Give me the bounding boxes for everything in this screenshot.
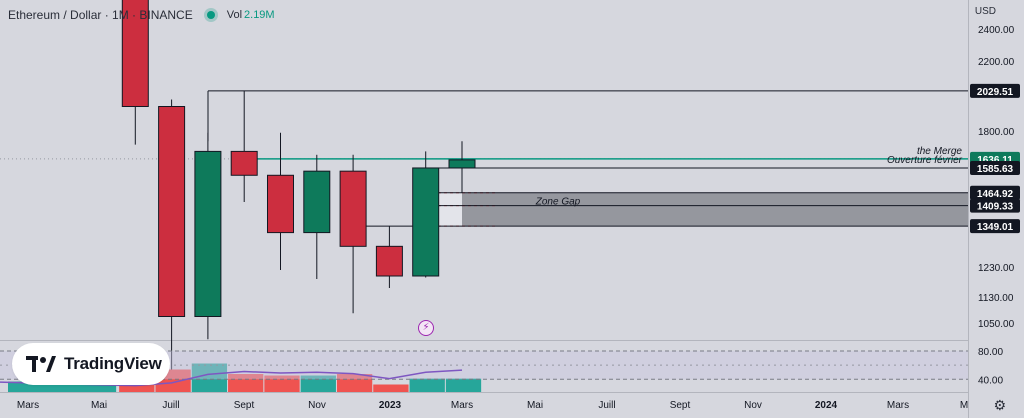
lightning-event-icon[interactable]: ⚡ <box>418 320 434 336</box>
time-tick-label: Nov <box>744 400 762 411</box>
zone-gap-rect <box>426 192 968 227</box>
time-tick-label: Nov <box>308 400 326 411</box>
time-tick-label: 2024 <box>815 400 838 411</box>
market-status-icon <box>206 11 215 19</box>
candle-body <box>339 170 367 247</box>
candle-body <box>303 170 331 234</box>
price-tick-label: 2200.00 <box>978 57 1015 68</box>
price-level-badge: 1585.63 <box>970 160 1020 175</box>
volume-bar <box>8 381 117 392</box>
candle-body <box>121 0 149 108</box>
chart-header: Ethereum / Dollar · 1M · BINANCE Vol 2.1… <box>8 6 275 24</box>
rsi-tick-label: 40.00 <box>978 375 1003 386</box>
volume-value: 2.19M <box>244 9 275 21</box>
tradingview-logo-icon <box>26 356 56 372</box>
price-level-badge-bg <box>970 185 1020 200</box>
rsi-tick-label: 80.00 <box>978 347 1003 358</box>
price-tick-label: 1800.00 <box>978 127 1015 138</box>
time-tick-label: Mai <box>91 400 107 411</box>
price-level-badge: 1464.92 <box>970 185 1020 200</box>
time-tick-label: Sept <box>670 400 691 411</box>
time-tick-label: Mai <box>527 400 543 411</box>
tradingview-logo-text: TradingView <box>64 354 162 373</box>
candle <box>339 154 367 314</box>
gear-icon[interactable]: ⚙ <box>993 397 1006 413</box>
price-tick-label: 1230.00 <box>978 263 1015 274</box>
time-tick-label: Juill <box>598 400 615 411</box>
price-level-badge-bg <box>970 83 1020 98</box>
time-tick-label: Mars <box>451 400 473 411</box>
volume-bar <box>409 378 445 392</box>
candle <box>230 90 258 202</box>
candle <box>158 99 186 379</box>
time-tick-label: Juill <box>162 400 179 411</box>
candle <box>194 132 222 340</box>
price-level-badge-label: 2029.51 <box>977 87 1014 98</box>
time-tick-label: 2023 <box>379 400 402 411</box>
candle-body <box>448 159 476 169</box>
candle-body <box>267 174 294 234</box>
candle-body <box>412 167 440 277</box>
price-level-badge: 1409.33 <box>970 198 1020 213</box>
candle-body <box>158 106 186 317</box>
price-level-annotation: the Merge <box>917 146 962 157</box>
time-tick-label: Mars <box>887 400 909 411</box>
tradingview-logo: TradingView <box>12 343 170 385</box>
candle <box>412 151 440 278</box>
price-tick-label: 1050.00 <box>978 319 1015 330</box>
price-level-badge-label: 1464.92 <box>977 189 1014 200</box>
volume-bar <box>336 374 373 392</box>
rsi-line <box>0 369 463 387</box>
symbol-title[interactable]: Ethereum / Dollar · 1M · BINANCE <box>8 8 193 22</box>
candle <box>448 141 476 193</box>
volume-bar <box>228 374 264 392</box>
candle <box>121 0 149 145</box>
price-level-badge-label: 1636.11 <box>977 155 1013 166</box>
volume-bar <box>191 363 228 392</box>
price-level-badge: 1349.01 <box>970 219 1020 234</box>
candle <box>375 226 403 288</box>
price-tick-label: 1130.00 <box>978 293 1014 304</box>
time-tick-label: Mars <box>17 400 39 411</box>
currency-selector[interactable]: USD <box>974 6 996 17</box>
time-tick-label: M <box>960 400 968 411</box>
volume-label: Vol <box>226 9 243 21</box>
time-tick-label: Sept <box>234 400 255 411</box>
candle-body <box>230 150 258 176</box>
price-level-badge-bg <box>970 219 1020 234</box>
price-level-annotation: Ouverture février <box>887 155 963 166</box>
price-level-badge-bg <box>970 160 1020 175</box>
price-level-badge: 2029.51 <box>970 83 1020 98</box>
volume-bar <box>373 384 409 392</box>
price-level-badge-label: 1409.33 <box>977 202 1014 213</box>
candle <box>267 132 294 270</box>
price-level-badge-bg <box>970 198 1020 213</box>
candle-body <box>375 245 403 277</box>
price-level-badge-label: 1585.63 <box>977 164 1014 175</box>
price-level-badge-label: 1349.01 <box>977 222 1014 233</box>
candle-body <box>194 150 222 317</box>
candle <box>303 154 331 279</box>
price-tick-label: 2400.00 <box>978 25 1015 36</box>
zone-gap-label: Zone Gap <box>535 197 581 208</box>
volume-bar <box>445 378 482 392</box>
